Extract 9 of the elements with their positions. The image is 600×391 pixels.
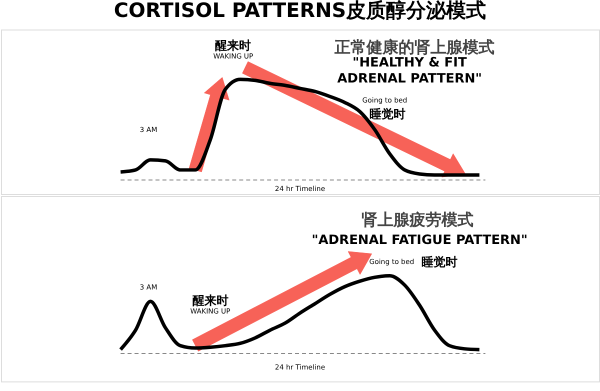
annotation: 醒来时 <box>192 294 228 308</box>
text: 睡觉时 <box>422 254 458 269</box>
text: 醒来时 <box>215 38 252 52</box>
annotation: 睡觉时 <box>370 107 406 122</box>
chart-subtitle: 肾上腺疲劳模式 <box>362 210 474 229</box>
annotation: "HEALTHY & FIT ADRENAL PATTERN" <box>337 55 482 86</box>
text: "ADRENAL FATIGUE PATTERN" <box>312 232 528 248</box>
chart-subtitle: 正常健康的肾上腺模式 <box>334 37 495 56</box>
chart-title: CORTISOL PATTERNS皮质醇分泌模式 <box>114 0 486 22</box>
